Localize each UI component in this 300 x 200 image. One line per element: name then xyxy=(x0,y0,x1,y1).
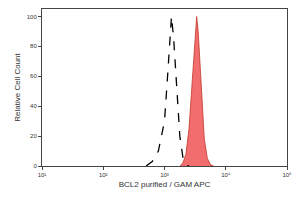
svg-text:BCL2 purified / GAM APC: BCL2 purified / GAM APC xyxy=(119,180,211,189)
svg-text:10³: 10³ xyxy=(160,172,169,178)
svg-text:Relative Cell Count: Relative Cell Count xyxy=(13,52,22,121)
svg-text:10⁵: 10⁵ xyxy=(282,172,292,178)
svg-text:10²: 10² xyxy=(99,172,108,178)
svg-text:100: 100 xyxy=(27,14,38,20)
svg-text:20: 20 xyxy=(30,133,37,139)
svg-text:10¹: 10¹ xyxy=(38,172,47,178)
svg-text:80: 80 xyxy=(30,43,37,49)
svg-text:60: 60 xyxy=(30,73,37,79)
svg-text:10⁴: 10⁴ xyxy=(221,172,231,178)
svg-text:40: 40 xyxy=(30,103,37,109)
svg-text:0: 0 xyxy=(33,163,37,169)
